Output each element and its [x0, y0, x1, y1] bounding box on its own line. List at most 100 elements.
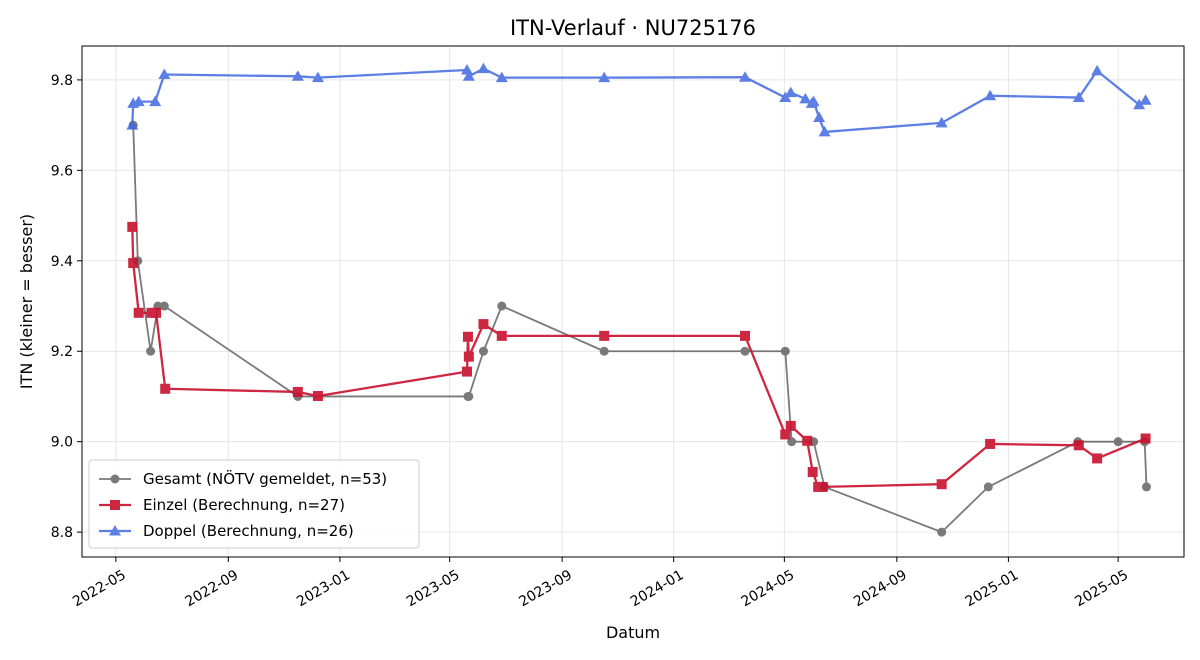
chart-title: ITN-Verlauf · NU725176	[510, 16, 756, 40]
data-point-einzel	[936, 479, 947, 490]
data-point-doppel	[149, 95, 162, 107]
data-point-gesamt	[599, 346, 609, 356]
data-point-doppel	[1139, 94, 1152, 105]
data-point-einzel	[780, 429, 791, 440]
data-point-gesamt	[780, 346, 790, 356]
data-point-einzel	[462, 331, 473, 342]
data-point-einzel	[312, 391, 323, 402]
grid-lines	[82, 46, 1184, 557]
data-point-gesamt	[146, 346, 156, 356]
x-tick-label: 2023-09	[516, 567, 575, 610]
x-tick-label: 2024-05	[739, 567, 798, 610]
data-point-einzel	[740, 330, 751, 341]
data-point-doppel	[807, 95, 820, 107]
data-point-doppel	[935, 116, 948, 128]
data-point-doppel	[126, 119, 139, 130]
legend: Gesamt (NÖTV gemeldet, n=53) Einzel (Bere…	[88, 459, 420, 549]
data-point-doppel	[1133, 98, 1146, 110]
plot-frame	[81, 45, 1185, 558]
data-point-einzel	[478, 319, 489, 330]
series-einzel	[127, 221, 1151, 492]
x-tick-label: 2022-05	[70, 567, 129, 610]
data-point-doppel	[158, 68, 171, 79]
x-tick-label: 2025-01	[963, 567, 1022, 610]
x-tick-label: 2024-09	[851, 567, 910, 610]
legend-marker-einzel	[110, 500, 120, 510]
data-point-einzel	[802, 435, 813, 446]
data-point-gesamt	[497, 301, 507, 311]
data-point-doppel	[495, 71, 508, 83]
data-point-gesamt	[1142, 482, 1152, 492]
data-point-doppel	[291, 70, 304, 81]
x-tick-label: 2025-05	[1072, 567, 1131, 610]
data-point-einzel	[599, 330, 610, 341]
data-point-doppel	[984, 89, 997, 101]
x-tick-label: 2023-01	[294, 567, 353, 610]
y-tick-label: 9.8	[51, 73, 73, 89]
x-axis-title: Datum	[606, 623, 660, 642]
data-point-doppel	[1091, 64, 1104, 76]
x-axis-ticks: 2022-05 2022-09 2023-01 2023-05 2023-09 2024-…	[70, 557, 1131, 610]
data-point-gesamt	[464, 391, 474, 401]
data-point-doppel	[132, 95, 145, 107]
data-point-doppel	[784, 86, 797, 98]
y-axis-title: ITN (kleiner = besser)	[17, 214, 36, 389]
legend-entry-einzel	[99, 500, 131, 510]
y-tick-label: 8.8	[51, 525, 73, 541]
data-point-doppel	[799, 92, 812, 104]
data-point-einzel	[785, 420, 796, 431]
data-point-einzel	[1140, 433, 1151, 444]
y-tick-label: 9.2	[51, 344, 73, 360]
legend-marker-doppel	[109, 525, 121, 536]
legend-items: Gesamt (NÖTV gemeldet, n=53) Einzel (Bere…	[99, 469, 387, 540]
data-point-doppel	[311, 71, 324, 83]
legend-label-doppel: Doppel (Berechnung, n=26)	[143, 522, 354, 540]
series-doppel	[126, 62, 1152, 137]
legend-box	[88, 459, 420, 549]
legend-label-einzel: Einzel (Berechnung, n=27)	[143, 496, 345, 514]
data-point-einzel	[127, 221, 138, 232]
data-point-einzel	[160, 383, 171, 394]
data-point-doppel	[461, 63, 474, 75]
y-axis-ticks: 8.8 9.0 9.2 9.4 9.6 9.8	[51, 73, 82, 541]
data-point-doppel	[818, 125, 831, 137]
x-tick-label: 2023-05	[404, 567, 463, 610]
data-point-doppel	[477, 62, 490, 74]
data-point-doppel	[1072, 91, 1085, 103]
data-point-gesamt	[937, 527, 947, 537]
data-point-einzel	[151, 307, 162, 318]
data-point-einzel	[292, 386, 303, 397]
data-point-gesamt	[1113, 437, 1123, 447]
data-point-doppel	[739, 71, 752, 82]
data-point-gesamt	[740, 346, 750, 356]
data-point-einzel	[1073, 440, 1084, 451]
y-tick-label: 9.0	[51, 435, 73, 451]
legend-entry-gesamt	[99, 474, 131, 484]
data-point-einzel	[807, 466, 818, 477]
x-tick-label: 2024-01	[628, 567, 687, 610]
data-point-einzel	[462, 366, 473, 377]
series-line-doppel	[131, 67, 1147, 134]
x-tick-label: 2022-09	[183, 567, 242, 610]
data-point-einzel	[496, 330, 507, 341]
data-point-gesamt	[983, 482, 993, 492]
data-point-doppel	[813, 111, 826, 122]
data-point-einzel	[817, 481, 828, 492]
data-point-einzel	[463, 351, 474, 362]
legend-marker-gesamt	[110, 474, 120, 484]
data-point-einzel	[133, 307, 144, 318]
data-point-doppel	[598, 71, 611, 83]
data-point-doppel	[462, 70, 475, 81]
data-point-einzel	[128, 258, 139, 269]
data-point-einzel	[1092, 453, 1103, 464]
y-tick-label: 9.4	[51, 254, 73, 270]
data-point-einzel	[985, 438, 996, 449]
legend-label-gesamt: Gesamt (NÖTV gemeldet, n=53)	[143, 469, 387, 488]
legend-entry-doppel	[99, 525, 131, 536]
y-tick-label: 9.6	[51, 163, 73, 179]
series-lines	[126, 62, 1152, 537]
data-point-gesamt	[159, 301, 169, 311]
data-point-gesamt	[478, 346, 488, 356]
series-line-einzel	[131, 226, 1147, 489]
